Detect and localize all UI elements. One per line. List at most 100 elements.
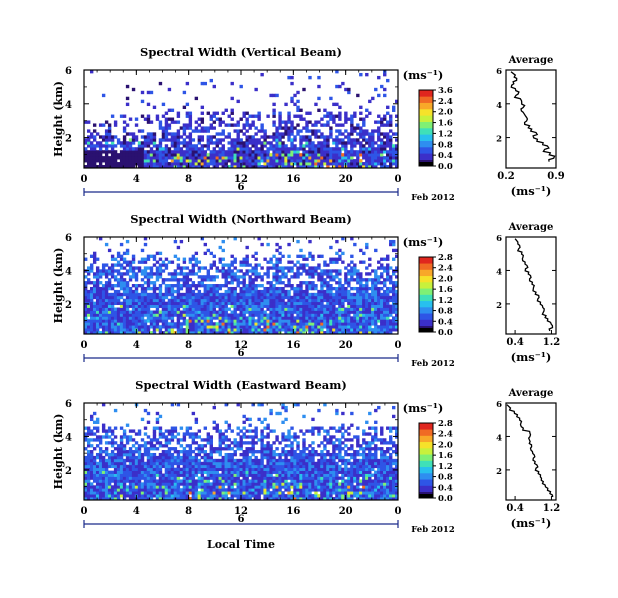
date-label: Feb 2012 xyxy=(411,193,455,203)
heatmap-cell xyxy=(323,159,327,163)
heatmap-cell xyxy=(209,458,213,463)
heatmap-cell xyxy=(86,298,91,303)
heatmap-cell xyxy=(116,328,121,332)
heatmap-cell xyxy=(122,450,127,454)
heatmap-cell xyxy=(254,147,258,151)
heatmap-cell xyxy=(95,304,100,308)
heatmap-cell xyxy=(92,162,97,166)
heatmap-cell xyxy=(257,325,261,329)
heatmap-cell xyxy=(308,325,312,329)
heatmap-cell xyxy=(386,159,390,163)
heatmap-cell xyxy=(200,105,205,110)
heatmap-cell xyxy=(227,470,231,474)
heatmap-cell xyxy=(275,331,279,335)
heatmap-cell xyxy=(206,144,210,148)
heatmap-cell xyxy=(92,420,97,424)
heatmap-cell xyxy=(158,313,163,317)
heatmap-cell xyxy=(392,301,396,306)
heatmap-cell xyxy=(182,304,187,308)
heatmap-cell xyxy=(170,301,175,306)
heatmap-cell xyxy=(104,322,109,326)
heatmap-cell xyxy=(383,93,387,98)
heatmap-cell xyxy=(305,111,309,115)
heatmap-cell xyxy=(260,153,264,157)
heatmap-cell xyxy=(161,263,166,267)
heatmap-cell xyxy=(155,328,160,332)
heatmap-cell xyxy=(299,108,303,112)
heatmap-cell xyxy=(197,435,202,439)
heatmap-cell xyxy=(347,263,351,267)
heatmap-cell xyxy=(323,298,327,303)
heatmap-cell xyxy=(284,162,288,166)
heatmap-cell xyxy=(92,254,97,258)
heatmap-cell xyxy=(356,331,360,335)
heatmap-cell xyxy=(176,111,181,115)
heatmap-cell xyxy=(200,313,205,317)
heatmap-cell xyxy=(230,295,234,300)
heatmap-cell xyxy=(98,272,103,276)
heatmap-cell xyxy=(200,319,205,323)
heatmap-cell xyxy=(107,295,112,300)
heatmap-cell xyxy=(284,153,288,157)
heatmap-cell xyxy=(197,476,202,480)
heatmap-cell xyxy=(272,153,276,157)
heatmap-cell xyxy=(173,156,178,160)
heatmap-cell xyxy=(167,298,172,303)
heatmap-cell xyxy=(134,316,139,320)
heatmap-cell xyxy=(230,275,234,279)
heatmap-cell xyxy=(254,263,258,267)
heatmap-cell xyxy=(152,458,157,463)
heatmap-cell xyxy=(128,165,133,169)
heatmap-cell xyxy=(311,144,315,148)
heatmap-cell xyxy=(383,141,387,145)
heatmap-cell xyxy=(119,144,124,148)
heatmap-cell xyxy=(395,281,399,285)
heatmap-cell xyxy=(170,461,175,466)
heatmap-cell xyxy=(182,278,187,282)
heatmap-cell xyxy=(302,319,306,323)
heatmap-cell xyxy=(389,114,393,118)
heatmap-cell xyxy=(326,269,330,273)
heatmap-cell xyxy=(119,447,124,451)
heatmap-cell xyxy=(101,426,106,430)
heatmap-cell xyxy=(224,153,228,157)
y-tick-label: 6 xyxy=(65,66,72,77)
heatmap-cell xyxy=(338,159,342,163)
heatmap-cell xyxy=(383,150,387,154)
heatmap-cell xyxy=(119,162,124,166)
heatmap-cell xyxy=(107,494,112,498)
heatmap-cell xyxy=(344,319,348,323)
heatmap-cell xyxy=(185,429,190,433)
heatmap-cell xyxy=(167,272,172,276)
heatmap-cell xyxy=(206,479,210,483)
heatmap-cell xyxy=(215,467,219,472)
heatmap-cell xyxy=(224,435,228,439)
heatmap-cell xyxy=(278,319,282,323)
heatmap-cell xyxy=(152,301,157,306)
heatmap-cell xyxy=(143,298,148,303)
heatmap-cell xyxy=(170,278,175,282)
heatmap-cell xyxy=(380,159,384,163)
heatmap-cell xyxy=(209,464,213,469)
heatmap-cell xyxy=(173,120,178,124)
heatmap-cell xyxy=(314,144,318,148)
heatmap-cell xyxy=(104,272,109,276)
heatmap-cell xyxy=(335,129,339,133)
x-tick-label: 20 xyxy=(339,340,353,351)
heatmap-cell xyxy=(155,491,160,495)
heatmap-cell xyxy=(98,292,103,297)
heatmap-cell xyxy=(305,138,309,142)
heatmap-cell xyxy=(197,444,202,448)
heatmap-cell xyxy=(236,99,240,104)
heatmap-cell xyxy=(98,298,103,303)
heatmap-cell xyxy=(203,301,208,306)
heatmap-cell xyxy=(149,461,154,466)
heatmap-cell xyxy=(365,156,369,160)
heatmap-cell xyxy=(92,488,97,492)
heatmap-cell xyxy=(116,473,121,477)
heatmap-cell xyxy=(212,147,216,151)
heatmap-cell xyxy=(125,150,130,154)
heatmap-cell xyxy=(143,266,148,270)
heatmap-cell xyxy=(176,129,181,133)
heatmap-cell xyxy=(284,316,288,320)
